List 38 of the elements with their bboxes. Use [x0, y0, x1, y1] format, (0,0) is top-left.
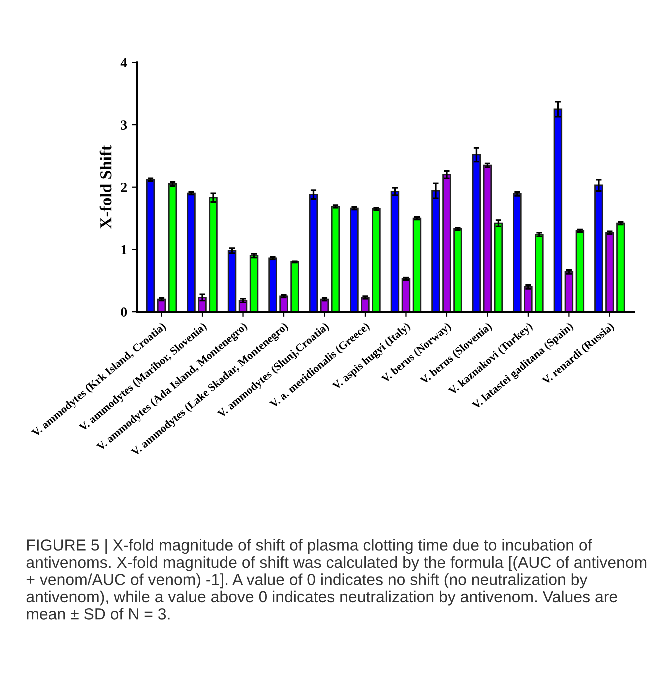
bar	[268, 258, 278, 312]
bar	[146, 179, 156, 312]
bar	[606, 232, 614, 312]
bar	[564, 271, 574, 312]
bar	[442, 174, 452, 312]
y-tick-label: 2	[121, 182, 128, 192]
bar	[209, 197, 218, 312]
bar	[390, 191, 400, 312]
bar	[576, 230, 585, 312]
y-axis-title: X-fold Shift	[100, 146, 112, 229]
bar	[350, 208, 359, 312]
bar	[494, 222, 504, 312]
bar	[554, 108, 563, 312]
bar	[412, 218, 422, 312]
y-tick-label: 4	[120, 58, 128, 68]
bar	[372, 208, 381, 312]
bar	[535, 234, 544, 312]
y-tick-label: 3	[121, 120, 128, 130]
caption: FIGURE 5 | X-fold magnitude of shift of plasma clotting time due to incubation of antivenoms. X-fold magnitude of shift was calculated by the formula [(AUC of antivenom + venom/AUC of venom) -1]. A value of 0 indicates no shift (no neutralization by antivenom), while a value above 0 indicates neutralization by antivenom. Values are mean ± SD of N = 3.	[26, 539, 647, 620]
bar	[524, 286, 533, 312]
bar	[250, 255, 259, 312]
bar	[280, 296, 288, 312]
bar	[616, 222, 626, 312]
bar	[168, 184, 178, 312]
y-tick-label: 0	[121, 308, 128, 318]
bar	[309, 194, 318, 312]
bar	[290, 261, 300, 312]
y-tick-label: 1	[122, 245, 127, 255]
bar	[432, 190, 440, 312]
bar	[402, 278, 411, 312]
bar	[228, 250, 237, 312]
bar	[187, 192, 196, 312]
bar	[454, 228, 462, 312]
bar	[594, 184, 604, 312]
bar	[331, 206, 340, 312]
bar	[472, 154, 482, 312]
bar	[513, 194, 522, 312]
bar	[483, 164, 492, 312]
